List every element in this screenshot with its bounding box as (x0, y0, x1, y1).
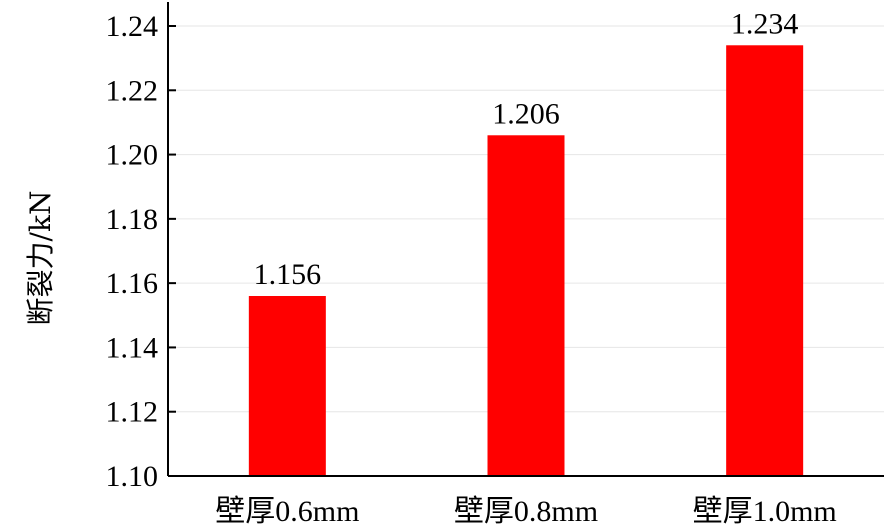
y-axis-title: 断裂力/kN (24, 191, 57, 326)
data-label: 1.234 (731, 7, 799, 40)
x-category-label: 壁厚0.6mm (215, 495, 359, 528)
y-tick-label: 1.18 (106, 203, 159, 236)
y-tick-label: 1.22 (106, 74, 159, 107)
y-tick-label: 1.16 (106, 267, 159, 300)
bar (487, 135, 565, 477)
axes (167, 2, 884, 477)
bar (726, 45, 804, 477)
y-tick-label: 1.24 (106, 10, 159, 43)
y-ticks: 1.10 1.12 1.14 1.16 1.18 1.20 1.22 1.24 (106, 10, 176, 493)
data-label: 1.156 (254, 258, 322, 291)
bars (248, 45, 804, 477)
data-label: 1.206 (492, 97, 560, 130)
x-category-labels: 壁厚0.6mm 壁厚0.8mm 壁厚1.0mm (215, 495, 837, 528)
x-category-label: 壁厚0.8mm (454, 495, 598, 528)
y-tick-label: 1.10 (106, 460, 159, 493)
y-tick-label: 1.12 (106, 396, 159, 429)
y-tick-label: 1.14 (106, 331, 159, 364)
x-category-label: 壁厚1.0mm (693, 495, 837, 528)
data-labels: 1.156 1.206 1.234 (254, 7, 799, 291)
y-tick-label: 1.20 (106, 139, 159, 172)
bar (248, 296, 326, 476)
